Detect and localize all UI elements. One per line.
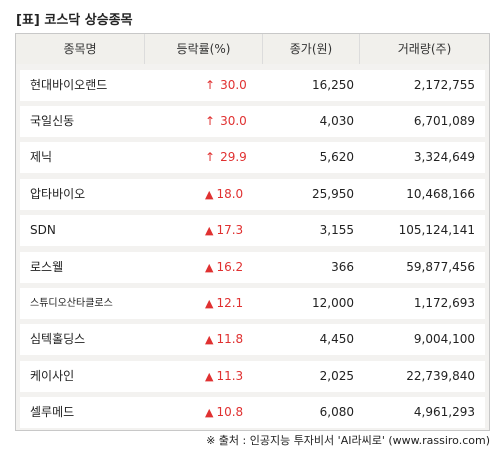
- change-rate: ▲ 12.1: [205, 288, 261, 319]
- table-row: SDN ▲ 17.3 3,155 105,124,141: [20, 215, 485, 246]
- trade-volume: 105,124,141: [398, 223, 475, 237]
- close-price: 4,030: [319, 114, 354, 128]
- table-row: 케이사인 ▲ 11.3 2,025 22,739,840: [20, 361, 485, 392]
- stock-name: SDN: [30, 223, 56, 237]
- trade-volume: 59,877,456: [406, 260, 475, 274]
- change-rate: ▲ 17.3: [205, 215, 261, 246]
- change-rate-value: 16.2: [216, 260, 244, 274]
- stock-name: 로스웰: [30, 260, 64, 274]
- table-row: 국일신동 ↑ 30.0 4,030 6,701,089: [20, 106, 485, 137]
- source-note: ※ 출처 : 인공지능 투자비서 'AI라씨로' (www.rassiro.co…: [206, 434, 490, 447]
- change-rate: ↑ 30.0: [205, 70, 261, 101]
- table-header: 종목명 등락률(%) 종가(원) 거래량(주): [16, 34, 489, 64]
- stock-name: 셀루메드: [30, 405, 75, 419]
- change-rate: ▲ 18.0: [205, 179, 261, 210]
- table-row: 셀루메드 ▲ 10.8 6,080 4,961,293: [20, 397, 485, 428]
- close-price: 366: [331, 260, 354, 274]
- stock-name: 심텍홀딩스: [30, 332, 86, 346]
- up-arrow-icon: ↑: [205, 78, 216, 92]
- header-price: 종가(원): [289, 42, 333, 56]
- change-rate: ▲ 16.2: [205, 252, 261, 283]
- table-row: 제닉 ↑ 29.9 5,620 3,324,649: [20, 142, 485, 173]
- header-volume: 거래량(주): [397, 42, 452, 56]
- table-row: 심텍홀딩스 ▲ 11.8 4,450 9,004,100: [20, 324, 485, 355]
- change-rate-value: 12.1: [216, 296, 244, 310]
- header-name: 종목명: [63, 42, 97, 56]
- up-triangle-icon: ▲: [205, 188, 214, 201]
- up-triangle-icon: ▲: [205, 261, 214, 274]
- change-rate: ▲ 10.8: [205, 397, 261, 428]
- up-arrow-icon: ↑: [205, 150, 216, 164]
- header-divider: [359, 34, 360, 64]
- close-price: 25,950: [312, 187, 354, 201]
- table-row: 압타바이오 ▲ 18.0 25,950 10,468,166: [20, 179, 485, 210]
- trade-volume: 2,172,755: [413, 78, 475, 92]
- change-rate: ↑ 29.9: [205, 142, 261, 173]
- page-title: [표] 코스닥 상승종목: [16, 13, 133, 28]
- up-triangle-icon: ▲: [205, 333, 214, 346]
- trade-volume: 22,739,840: [406, 369, 475, 383]
- stock-name: 현대바이오랜드: [30, 78, 108, 92]
- change-rate-value: 11.8: [216, 332, 244, 346]
- stock-name: 국일신동: [30, 114, 75, 128]
- up-triangle-icon: ▲: [205, 370, 214, 383]
- stock-name: 스튜디오산타클로스: [30, 298, 113, 309]
- change-rate-value: 17.3: [216, 223, 244, 237]
- header-rate: 등락률(%): [176, 42, 231, 56]
- close-price: 2,025: [319, 369, 354, 383]
- change-rate: ▲ 11.3: [205, 361, 261, 392]
- table-row: 로스웰 ▲ 16.2 366 59,877,456: [20, 252, 485, 283]
- table-row: 스튜디오산타클로스 ▲ 12.1 12,000 1,172,693: [20, 288, 485, 319]
- up-triangle-icon: ▲: [205, 224, 214, 237]
- up-triangle-icon: ▲: [205, 406, 214, 419]
- trade-volume: 3,324,649: [413, 150, 475, 164]
- header-divider: [144, 34, 145, 64]
- up-arrow-icon: ↑: [205, 114, 216, 128]
- change-rate-value: 29.9: [220, 150, 247, 164]
- change-rate-value: 30.0: [220, 78, 247, 92]
- stock-table: 종목명 등락률(%) 종가(원) 거래량(주) 현대바이오랜드 ↑ 30.0 16,2…: [15, 33, 490, 431]
- trade-volume: 10,468,166: [406, 187, 475, 201]
- close-price: 5,620: [319, 150, 354, 164]
- stock-name: 제닉: [30, 150, 53, 164]
- table-row: 현대바이오랜드 ↑ 30.0 16,250 2,172,755: [20, 70, 485, 101]
- trade-volume: 1,172,693: [413, 296, 475, 310]
- close-price: 16,250: [312, 78, 354, 92]
- stock-name: 케이사인: [30, 369, 75, 383]
- change-rate-value: 10.8: [216, 405, 244, 419]
- trade-volume: 6,701,089: [413, 114, 475, 128]
- close-price: 6,080: [319, 405, 354, 419]
- change-rate: ↑ 30.0: [205, 106, 261, 137]
- close-price: 3,155: [319, 223, 354, 237]
- change-rate-value: 30.0: [220, 114, 247, 128]
- up-triangle-icon: ▲: [205, 297, 214, 310]
- close-price: 4,450: [319, 332, 354, 346]
- trade-volume: 4,961,293: [413, 405, 475, 419]
- stock-name: 압타바이오: [30, 187, 86, 201]
- trade-volume: 9,004,100: [413, 332, 475, 346]
- header-divider: [262, 34, 263, 64]
- change-rate: ▲ 11.8: [205, 324, 261, 355]
- close-price: 12,000: [312, 296, 354, 310]
- change-rate-value: 11.3: [216, 369, 244, 383]
- change-rate-value: 18.0: [216, 187, 244, 201]
